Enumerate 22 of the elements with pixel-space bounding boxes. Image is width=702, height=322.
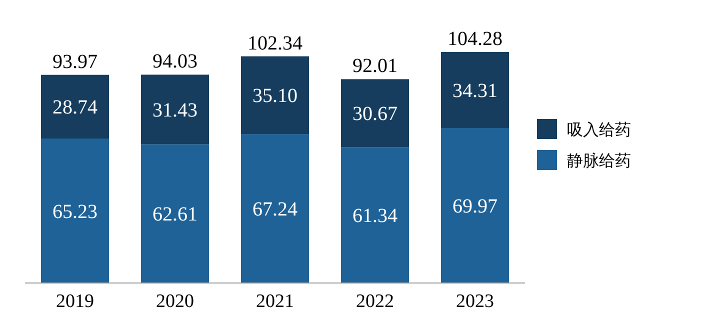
x-tick-label: 2020 [156, 291, 194, 312]
data-label: 34.31 [452, 80, 498, 102]
data-label: 35.10 [252, 85, 298, 108]
data-label: 31.43 [152, 99, 198, 122]
total-label: 94.03 [152, 50, 198, 73]
total-label: 92.01 [352, 55, 398, 78]
x-tick-label: 2019 [56, 291, 94, 312]
data-label: 30.67 [352, 103, 398, 126]
x-tick-label: 2023 [456, 291, 494, 312]
x-tick-label: 2021 [256, 291, 294, 312]
total-label: 93.97 [52, 50, 98, 73]
data-label: 62.61 [152, 204, 198, 226]
data-label: 28.74 [52, 96, 98, 119]
data-label: 61.34 [352, 205, 398, 228]
legend-label: 静脉给药 [567, 151, 631, 170]
data-label: 67.24 [252, 198, 298, 221]
x-tick-label: 2022 [356, 291, 394, 312]
data-label: 65.23 [52, 200, 98, 223]
total-label: 104.28 [448, 28, 502, 50]
data-label: 69.97 [452, 196, 498, 218]
legend-label: 吸入给药 [567, 120, 631, 139]
total-label: 102.34 [248, 32, 302, 54]
